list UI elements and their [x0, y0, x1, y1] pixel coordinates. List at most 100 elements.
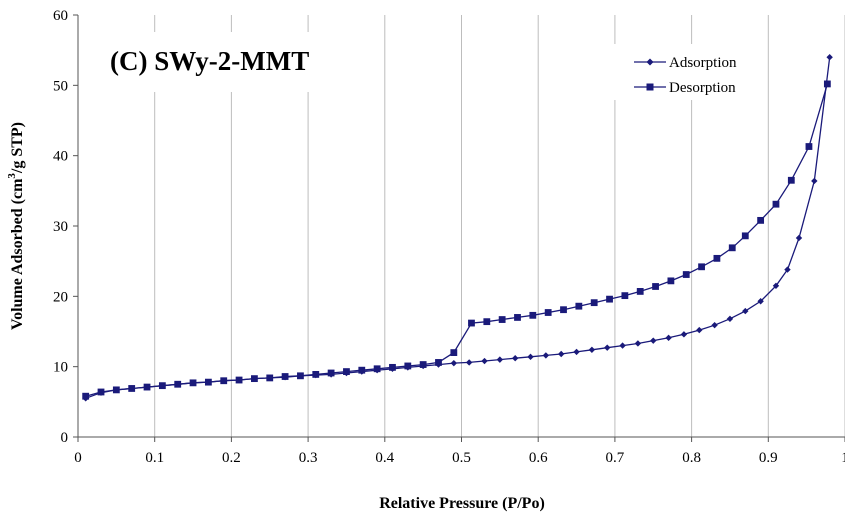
y-tick-label: 60 — [53, 8, 68, 24]
data-point-adsorption — [795, 234, 803, 242]
data-point-adsorption — [573, 348, 580, 356]
data-point-adsorption — [511, 355, 519, 362]
data-point-desorption — [787, 176, 795, 184]
data-point-desorption — [419, 361, 427, 368]
data-point-adsorption — [772, 282, 780, 289]
data-point-adsorption — [542, 352, 550, 359]
data-point-desorption — [251, 375, 258, 383]
y-tick-label: 30 — [53, 219, 68, 235]
data-point-desorption — [606, 295, 613, 303]
x-tick-label: 0.9 — [759, 450, 778, 466]
x-tick-label: 0.3 — [299, 450, 318, 466]
plot-series — [82, 54, 833, 402]
data-point-desorption — [143, 383, 151, 391]
data-point-desorption — [158, 382, 166, 390]
x-tick-label: 0.7 — [606, 450, 625, 466]
data-point-adsorption — [650, 337, 657, 344]
data-point-desorption — [529, 311, 537, 319]
data-point-desorption — [97, 388, 105, 396]
data-point-adsorption — [757, 298, 764, 305]
data-point-desorption — [757, 216, 765, 224]
data-point-adsorption — [726, 315, 734, 323]
data-point-adsorption — [619, 342, 626, 349]
y-tick-label: 50 — [53, 78, 68, 94]
data-point-desorption — [450, 349, 458, 356]
data-point-desorption — [498, 316, 506, 323]
data-point-adsorption — [558, 350, 565, 358]
data-point-desorption — [189, 379, 197, 387]
data-point-adsorption — [811, 177, 818, 185]
data-point-desorption — [404, 362, 412, 370]
data-point-desorption — [235, 376, 243, 384]
x-tick-label: 0.5 — [452, 450, 471, 466]
data-point-desorption — [343, 368, 350, 375]
data-point-adsorption — [680, 331, 688, 338]
y-axis-title-superscript: 3 — [6, 173, 18, 179]
y-axis-title: Volume Adsorbed (cm3/g STP) — [6, 122, 26, 330]
chart-title: (C) SWy-2-MMT — [110, 46, 309, 76]
data-point-desorption — [297, 372, 304, 380]
legend-marker-desorption — [646, 83, 654, 91]
x-tick-label: 0.8 — [682, 450, 701, 466]
y-axis-title-main: Volume Adsorbed (cm — [9, 178, 26, 330]
data-point-adsorption — [481, 357, 488, 365]
data-point-desorption — [174, 380, 182, 388]
data-point-desorption — [514, 314, 521, 321]
data-point-adsorption — [465, 359, 473, 366]
y-tick-label: 20 — [53, 289, 68, 305]
data-point-desorption — [281, 373, 289, 380]
data-point-desorption — [220, 377, 228, 385]
data-point-desorption — [82, 392, 90, 400]
data-point-desorption — [266, 374, 274, 382]
data-point-adsorption — [450, 359, 458, 367]
data-point-desorption — [435, 359, 442, 366]
data-point-desorption — [728, 244, 736, 252]
data-point-adsorption — [711, 321, 718, 329]
data-point-desorption — [128, 385, 136, 392]
legend-backdrop — [603, 44, 763, 100]
x-tick-label: 0.4 — [375, 450, 394, 466]
x-tick-label: 0.2 — [222, 450, 241, 466]
y-tick-label: 40 — [53, 149, 68, 165]
data-point-desorption — [112, 386, 120, 394]
data-point-adsorption — [527, 353, 534, 361]
x-tick-label: 0.1 — [145, 450, 164, 466]
data-point-adsorption — [634, 340, 642, 347]
data-point-adsorption — [604, 344, 611, 351]
data-point-adsorption — [696, 326, 703, 334]
legend-marker-adsorption — [646, 58, 654, 66]
data-point-desorption — [667, 277, 675, 285]
data-point-adsorption — [496, 356, 504, 363]
data-point-desorption — [204, 378, 212, 386]
legend: Adsorption Desorption — [603, 44, 763, 100]
data-point-desorption — [544, 309, 552, 316]
axes: 0 0.1 0.2 0.3 0.4 0.5 0.6 0.7 0.8 0.9 101020304050… — [53, 8, 845, 466]
x-tick-label: 1 — [841, 450, 845, 466]
data-point-desorption — [483, 318, 491, 326]
data-point-desorption — [590, 299, 598, 307]
data-point-desorption — [358, 366, 366, 374]
data-point-desorption — [805, 143, 813, 150]
data-point-desorption — [575, 302, 583, 310]
data-point-adsorption — [742, 307, 749, 315]
x-tick-label: 0.6 — [529, 450, 548, 466]
data-point-desorption — [682, 271, 690, 278]
data-point-desorption — [636, 288, 644, 295]
x-tick-label: 0 — [74, 450, 82, 466]
data-point-desorption — [713, 254, 721, 262]
data-point-desorption — [698, 263, 705, 271]
data-point-desorption — [772, 200, 780, 208]
data-point-adsorption — [784, 266, 791, 273]
data-point-desorption — [327, 369, 335, 377]
data-point-adsorption — [588, 346, 596, 353]
title-backdrop — [92, 32, 370, 92]
y-axis-title-tail: /g STP) — [9, 122, 26, 174]
data-point-desorption — [389, 363, 396, 371]
y-tick-label: 0 — [61, 430, 69, 446]
legend-label-desorption: Desorption — [669, 80, 736, 96]
data-point-adsorption — [665, 334, 672, 342]
data-point-desorption — [468, 319, 475, 327]
x-axis-title: Relative Pressure (P/Po) — [379, 495, 545, 512]
